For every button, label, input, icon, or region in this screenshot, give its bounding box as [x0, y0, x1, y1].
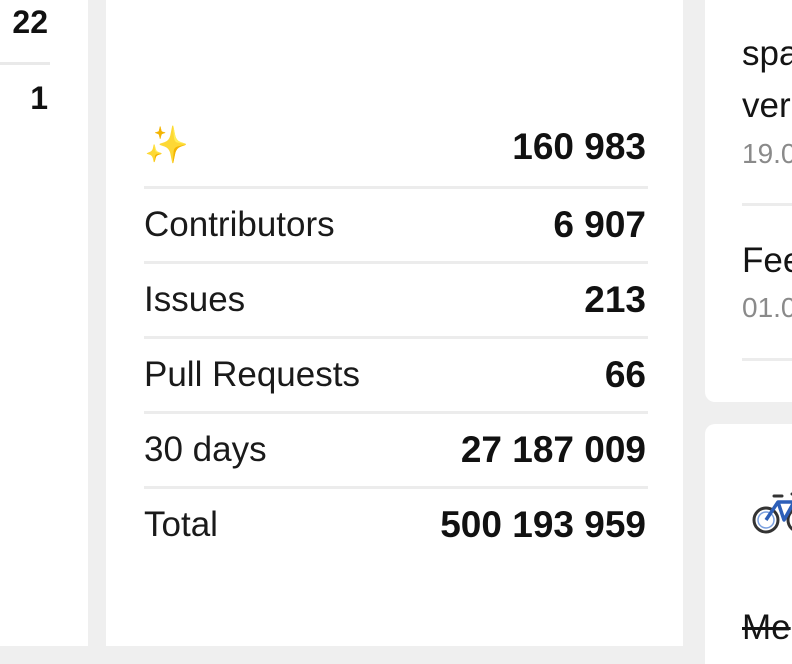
- bicycle-icon: [752, 492, 792, 534]
- stat-label: Total: [144, 505, 218, 544]
- stat-value: 213: [584, 279, 646, 320]
- list-divider: [742, 358, 792, 361]
- secondary-card: Me: [705, 424, 792, 664]
- strikethrough-label: Me: [742, 608, 791, 647]
- stat-label: Pull Requests: [144, 355, 360, 394]
- stats-table: ✨ 160 983 Contributors 6 907 Issues 213 …: [144, 108, 648, 561]
- stat-value: 66: [604, 354, 646, 395]
- stat-label: 30 days: [144, 430, 267, 469]
- stat-row-contributors: Contributors 6 907: [144, 186, 648, 261]
- stat-label: Issues: [144, 280, 246, 319]
- release-title-line[interactable]: ver: [742, 86, 791, 125]
- release-date: 19.0: [742, 138, 792, 169]
- stat-row-30-days: 30 days 27 187 009: [144, 411, 648, 486]
- release-date: 01.0: [742, 292, 792, 323]
- package-stats-card: ✨ 160 983 Contributors 6 907 Issues 213 …: [106, 0, 683, 646]
- left-panel: 22 1: [0, 0, 88, 646]
- stat-row-pull-requests: Pull Requests 66: [144, 336, 648, 411]
- stars-count: 160 983: [512, 126, 646, 167]
- list-divider: [742, 203, 792, 206]
- stat-row-total: Total 500 193 959: [144, 486, 648, 561]
- release-title-line[interactable]: spa: [742, 34, 792, 73]
- releases-card: spa ver 19.0 Fee 01.0: [705, 0, 792, 402]
- sparkles-icon: ✨: [144, 124, 189, 165]
- stat-row-stars: ✨ 160 983: [144, 108, 648, 186]
- left-panel-divider: [0, 62, 50, 65]
- stat-label: Contributors: [144, 205, 335, 244]
- left-panel-value: 22: [12, 4, 48, 40]
- stat-row-issues: Issues 213: [144, 261, 648, 336]
- release-title[interactable]: Fee: [742, 241, 792, 280]
- left-panel-value: 1: [30, 80, 48, 116]
- stat-value: 6 907: [553, 204, 646, 245]
- stat-value: 500 193 959: [440, 504, 646, 545]
- stat-value: 27 187 009: [460, 429, 646, 470]
